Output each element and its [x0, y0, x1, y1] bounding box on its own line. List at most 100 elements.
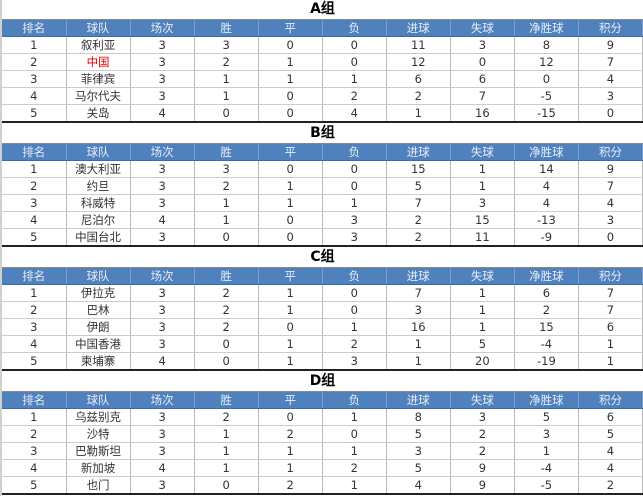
group-table: B组 排名 球队 场次胜平负进球 失球 净胜球 积分 1 澳大利亚 3 3 0 0 15 1 14 9 2 约旦 3 2… [0, 124, 643, 248]
standings-table: 排名 球队 场次胜平负进球 失球 净胜球 积分 1 澳大利亚 3 3 0 0 15 1 14 9 2 约旦 3 2 1 0… [2, 144, 643, 247]
cell-goals-for: 11 [386, 36, 451, 54]
cell-rank: 3 [2, 70, 67, 88]
table-row: 5 关岛 4 0 0 4 1 16 -15 0 [2, 104, 643, 123]
cell-drawn: 0 [258, 318, 323, 336]
cell-won: 2 [194, 408, 259, 426]
cell-goal-diff: 4 [514, 194, 579, 212]
header-rank: 排名 [2, 20, 67, 37]
cell-points: 7 [578, 177, 643, 195]
cell-won: 2 [194, 53, 259, 71]
cell-rank: 3 [2, 194, 67, 212]
header-goals-against: 失球 [450, 268, 515, 285]
header-lost: 负 [322, 20, 387, 37]
cell-goal-diff: -4 [514, 335, 579, 353]
cell-lost: 0 [322, 284, 387, 302]
cell-team: 巴林 [66, 301, 131, 319]
cell-lost: 3 [322, 211, 387, 229]
cell-points: 6 [578, 318, 643, 336]
cell-played: 3 [130, 335, 195, 353]
header-lost: 负 [322, 392, 387, 409]
cell-rank: 1 [2, 408, 67, 426]
cell-goal-diff: 8 [514, 36, 579, 54]
header-goals-for: 进球 [386, 268, 451, 285]
cell-won: 2 [194, 318, 259, 336]
cell-played: 3 [130, 318, 195, 336]
cell-goals-against: 7 [450, 87, 515, 105]
cell-drawn: 2 [258, 425, 323, 443]
cell-won: 1 [194, 459, 259, 477]
header-goals-for: 进球 [386, 144, 451, 161]
header-team: 球队 [66, 144, 131, 161]
cell-points: 2 [578, 476, 643, 495]
cell-goal-diff: -5 [514, 476, 579, 495]
cell-goals-for: 6 [386, 70, 451, 88]
table-row: 4 马尔代夫 3 1 0 2 2 7 -5 3 [2, 87, 643, 105]
cell-drawn: 0 [258, 160, 323, 178]
cell-rank: 5 [2, 228, 67, 247]
group-title: D组 [2, 372, 643, 392]
cell-points: 6 [578, 408, 643, 426]
cell-rank: 3 [2, 442, 67, 460]
cell-won: 3 [194, 36, 259, 54]
header-drawn: 平 [258, 268, 323, 285]
cell-points: 4 [578, 194, 643, 212]
cell-goals-against: 2 [450, 425, 515, 443]
header-goals-against: 失球 [450, 20, 515, 37]
cell-drawn: 0 [258, 87, 323, 105]
header-team: 球队 [66, 392, 131, 409]
cell-drawn: 0 [258, 228, 323, 247]
cell-drawn: 1 [258, 53, 323, 71]
cell-played: 3 [130, 194, 195, 212]
header-points: 积分 [578, 20, 643, 37]
cell-rank: 4 [2, 459, 67, 477]
cell-won: 1 [194, 194, 259, 212]
cell-rank: 1 [2, 36, 67, 54]
cell-points: 4 [578, 459, 643, 477]
cell-goals-against: 1 [450, 284, 515, 302]
cell-goals-against: 3 [450, 36, 515, 54]
cell-lost: 4 [322, 104, 387, 123]
cell-goals-for: 12 [386, 53, 451, 71]
header-played: 场次 [130, 268, 195, 285]
table-row: 1 乌兹别克 3 2 0 1 8 3 5 6 [2, 408, 643, 426]
cell-drawn: 0 [258, 104, 323, 123]
cell-points: 3 [578, 211, 643, 229]
cell-points: 4 [578, 70, 643, 88]
cell-drawn: 1 [258, 70, 323, 88]
cell-rank: 1 [2, 284, 67, 302]
header-row: 排名 球队 场次胜平负进球 失球 净胜球 积分 [2, 268, 643, 285]
cell-goal-diff: -19 [514, 352, 579, 371]
cell-won: 0 [194, 335, 259, 353]
cell-goal-diff: 14 [514, 160, 579, 178]
header-goal-diff: 净胜球 [514, 268, 579, 285]
cell-goals-for: 2 [386, 211, 451, 229]
cell-goals-against: 5 [450, 335, 515, 353]
cell-lost: 1 [322, 318, 387, 336]
cell-lost: 0 [322, 301, 387, 319]
header-goal-diff: 净胜球 [514, 20, 579, 37]
cell-played: 3 [130, 36, 195, 54]
header-lost: 负 [322, 268, 387, 285]
cell-goals-for: 3 [386, 442, 451, 460]
cell-goals-against: 6 [450, 70, 515, 88]
cell-lost: 0 [322, 177, 387, 195]
header-played: 场次 [130, 144, 195, 161]
header-goal-diff: 净胜球 [514, 392, 579, 409]
cell-goal-diff: 0 [514, 70, 579, 88]
group-title: C组 [2, 248, 643, 268]
cell-drawn: 1 [258, 301, 323, 319]
table-row: 2 约旦 3 2 1 0 5 1 4 7 [2, 177, 643, 195]
cell-goals-for: 8 [386, 408, 451, 426]
table-row: 1 伊拉克 3 2 1 0 7 1 6 7 [2, 284, 643, 302]
cell-goals-against: 9 [450, 476, 515, 495]
cell-lost: 0 [322, 160, 387, 178]
cell-won: 0 [194, 228, 259, 247]
table-row: 5 也门 3 0 2 1 4 9 -5 2 [2, 476, 643, 495]
cell-goals-for: 1 [386, 352, 451, 371]
cell-team: 沙特 [66, 425, 131, 443]
header-played: 场次 [130, 392, 195, 409]
table-row: 4 尼泊尔 4 1 0 3 2 15 -13 3 [2, 211, 643, 229]
cell-goals-for: 5 [386, 177, 451, 195]
cell-goals-for: 1 [386, 335, 451, 353]
cell-goal-diff: 15 [514, 318, 579, 336]
